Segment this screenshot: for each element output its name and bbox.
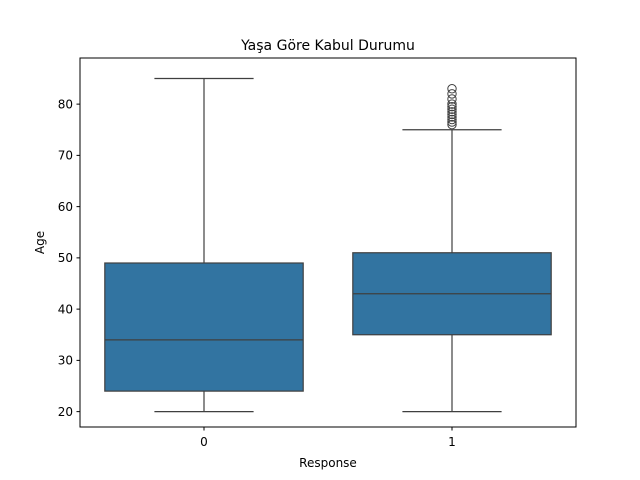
x-tick-label: 0 <box>200 435 208 449</box>
y-axis-label: Age <box>33 231 47 254</box>
outlier-point <box>447 94 457 104</box>
outlier-point <box>447 119 457 130</box>
outlier-point <box>447 89 457 99</box>
y-tick-label: 20 <box>58 405 73 419</box>
outlier-point <box>447 109 457 120</box>
outlier-point <box>447 112 457 122</box>
plot-frame <box>79 57 577 428</box>
y-tick-label: 60 <box>58 200 73 214</box>
outlier-point <box>447 104 457 114</box>
box-group-1 <box>352 84 552 413</box>
outlier-point <box>447 99 457 109</box>
plot-area <box>104 77 552 413</box>
box-group-0 <box>104 77 304 413</box>
y-tick-label: 40 <box>58 302 73 316</box>
x-axis-label: Response <box>299 456 357 470</box>
outlier-point <box>447 101 457 112</box>
chart-title: Yaşa Göre Kabul Durumu <box>240 38 415 54</box>
outlier-point <box>447 114 457 125</box>
box <box>104 262 304 392</box>
outlier-point <box>447 117 457 127</box>
outlier-point <box>447 84 457 94</box>
y-tick-label: 50 <box>58 251 73 265</box>
y-tick-label: 30 <box>58 354 73 368</box>
y-axis: 20 30 40 50 60 70 80 <box>58 97 80 419</box>
y-tick-label: 80 <box>58 97 73 111</box>
y-tick-label: 70 <box>58 149 73 163</box>
outlier-point <box>447 107 457 117</box>
x-tick-label: 1 <box>448 435 456 449</box>
